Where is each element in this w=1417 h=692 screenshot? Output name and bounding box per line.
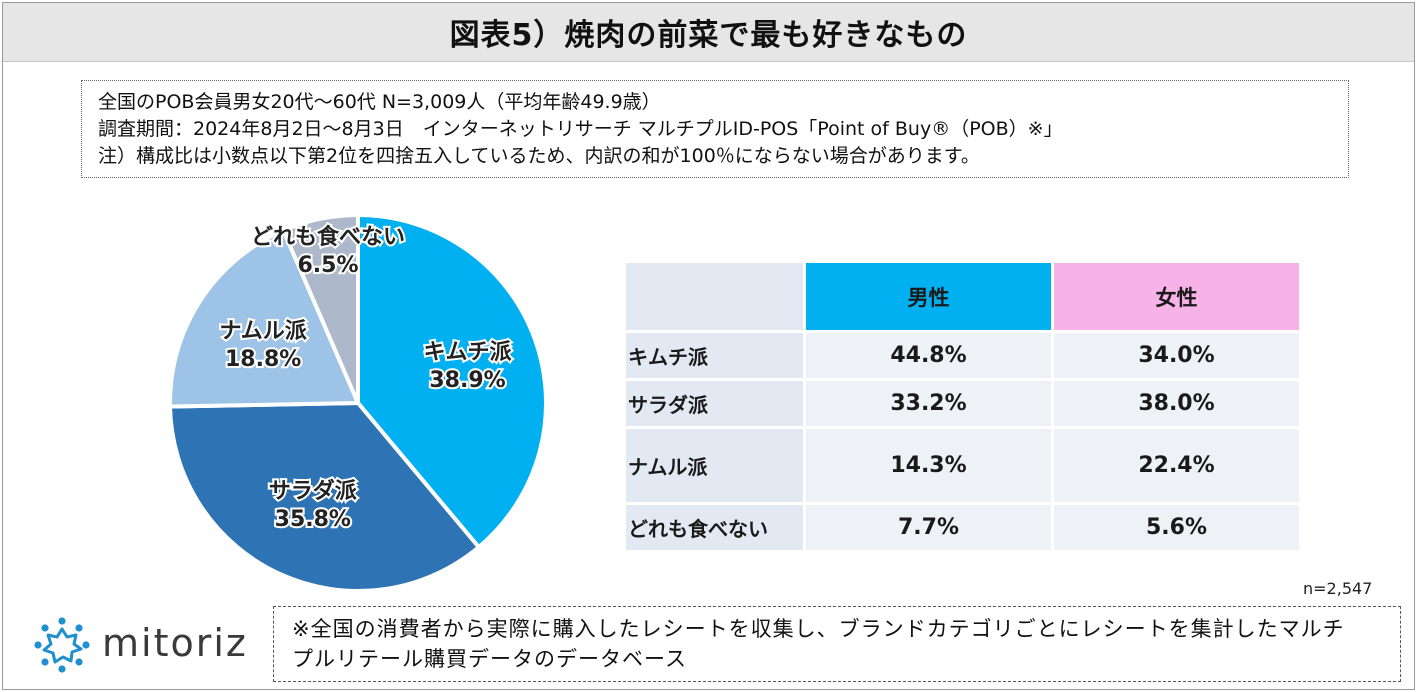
sample-size-note: n=2,547	[1303, 579, 1373, 598]
footnote-line-2: プルリテール購買データのデータベース	[292, 647, 687, 671]
footnote-line-1: ※全国の消費者から実際に購入したレシートを収集し、ブランドカテゴリごとにレシート…	[292, 617, 1345, 641]
table-row: どれも食べない 7.7% 5.6%	[626, 505, 1299, 550]
row-label-none: どれも食べない	[626, 505, 803, 550]
footnote-box: ※全国の消費者から実際に購入したレシートを収集し、ブランドカテゴリごとにレシート…	[273, 606, 1401, 682]
slice-namul	[168, 227, 362, 409]
cell-namul-female: 22.4%	[1054, 429, 1299, 502]
cell-salad-female: 38.0%	[1054, 381, 1299, 426]
cell-kimchi-female: 34.0%	[1054, 333, 1299, 378]
slice-none	[280, 212, 360, 404]
table-row: ナムル派 14.3% 22.4%	[626, 429, 1299, 502]
slice-salad	[167, 400, 482, 593]
column-header-female: 女性	[1054, 263, 1299, 330]
cell-none-male: 7.7%	[806, 505, 1051, 550]
mitoriz-logo: mitoriz	[29, 617, 249, 673]
sun-burst-logo-icon	[34, 617, 90, 673]
table-row: サラダ派 33.2% 38.0%	[626, 381, 1299, 426]
column-header-male: 男性	[806, 263, 1051, 330]
pie-chart: キムチ派 38.9% サラダ派 35.8% ナムル派 18.8% どれも食べない 6.5%	[167, 212, 548, 593]
table-row: キムチ派 44.8% 34.0%	[626, 333, 1299, 378]
row-label-kimchi: キムチ派	[626, 333, 803, 378]
survey-info-line-3: 注）構成比は小数点以下第2位を四捨五入しているため、内訳の和が100％にならない…	[98, 145, 980, 167]
row-label-salad: サラダ派	[626, 381, 803, 426]
survey-info-box: 全国のPOB会員男女20代～60代 N=3,009人（平均年齢49.9歳） 調査…	[81, 80, 1349, 178]
row-label-namul: ナムル派	[626, 429, 803, 502]
label-namul: ナムル派 18.8%	[219, 319, 306, 372]
figure-title: 図表5）焼肉の前菜で最も好きなもの	[449, 18, 968, 53]
table-header-row: 男性 女性	[626, 263, 1299, 330]
label-kimchi: キムチ派 38.9%	[424, 340, 512, 393]
survey-info-line-1: 全国のPOB会員男女20代～60代 N=3,009人（平均年齢49.9歳）	[98, 91, 661, 113]
slice-kimchi	[356, 212, 548, 550]
cell-none-female: 5.6%	[1054, 505, 1299, 550]
label-salad: サラダ派 35.8%	[269, 478, 357, 532]
logo-wordmark: mitoriz	[102, 621, 248, 665]
title-bar: 図表5）焼肉の前菜で最も好きなもの	[3, 3, 1414, 62]
table-corner-cell	[626, 263, 803, 330]
gender-comparison-table: 男性 女性 キムチ派 44.8% 34.0% サラダ派 33.2% 38.0% …	[623, 260, 1302, 553]
cell-salad-male: 33.2%	[806, 381, 1051, 426]
cell-kimchi-male: 44.8%	[806, 333, 1051, 378]
survey-info-line-2: 調査期間：2024年8月2日～8月3日 インターネットリサーチ マルチプルID-…	[98, 118, 1063, 140]
label-none: どれも食べない 6.5%	[251, 224, 405, 278]
cell-namul-male: 14.3%	[806, 429, 1051, 502]
